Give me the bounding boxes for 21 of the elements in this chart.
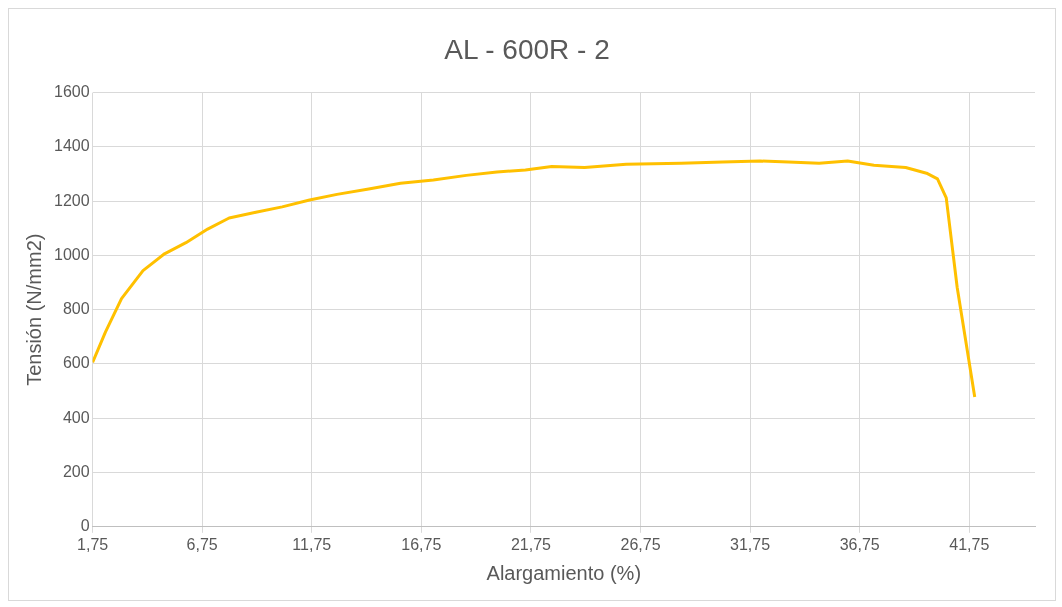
x-tick-label: 31,75 (730, 535, 771, 553)
y-tick-label: 800 (62, 300, 90, 318)
x-tick-label: 21,75 (510, 535, 552, 553)
y-tick-label: 200 (62, 462, 90, 480)
y-tick-label: 600 (62, 354, 90, 372)
chart-title: AL - 600R - 2 (444, 33, 610, 65)
x-tick-label: 41,75 (949, 535, 990, 553)
x-tick-label: 11,75 (292, 535, 332, 553)
y-tick-label: 1600 (54, 83, 90, 101)
x-tick-label: 1,75 (77, 535, 109, 553)
y-tick-label: 1000 (54, 245, 90, 263)
y-axis-title: Tensión (N/mm2) (22, 233, 45, 386)
y-tick-label: 1200 (54, 191, 90, 209)
x-tick-label: 6,75 (186, 535, 218, 553)
x-tick-label: 16,75 (401, 535, 442, 553)
x-tick-label: 36,75 (839, 535, 880, 553)
y-tick-label: 0 (80, 517, 90, 535)
x-tick-label: 26,75 (620, 535, 661, 553)
x-axis-title: Alargamiento (%) (486, 561, 642, 584)
y-tick-label: 1400 (54, 137, 90, 155)
y-tick-label: 400 (62, 408, 90, 426)
